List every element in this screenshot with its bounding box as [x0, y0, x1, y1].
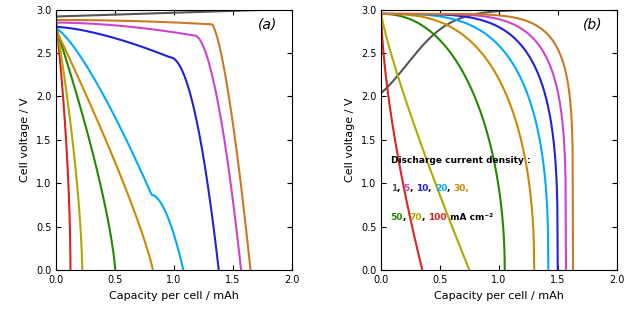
Text: ,: ,	[409, 184, 416, 193]
Y-axis label: Cell voltage / V: Cell voltage / V	[346, 98, 356, 182]
Y-axis label: Cell voltage / V: Cell voltage / V	[21, 98, 31, 182]
Text: ,: ,	[397, 184, 403, 193]
Text: 20: 20	[435, 184, 448, 193]
Text: 70: 70	[409, 213, 422, 222]
Text: 1: 1	[391, 184, 397, 193]
Text: ,: ,	[422, 213, 428, 222]
X-axis label: Capacity per cell / mAh: Capacity per cell / mAh	[434, 291, 564, 301]
X-axis label: Capacity per cell / mAh: Capacity per cell / mAh	[109, 291, 239, 301]
Text: ,: ,	[403, 213, 409, 222]
Text: ,: ,	[448, 184, 454, 193]
Text: 10: 10	[416, 184, 428, 193]
Text: (b): (b)	[583, 17, 602, 31]
Text: (a): (a)	[259, 17, 277, 31]
Text: Discharge current density :: Discharge current density :	[391, 156, 530, 165]
Text: ,: ,	[428, 184, 435, 193]
Text: 30,: 30,	[454, 184, 470, 193]
Text: 5: 5	[403, 184, 409, 193]
Text: mA cm⁻²: mA cm⁻²	[447, 213, 493, 222]
Text: 100: 100	[428, 213, 447, 222]
Text: 50: 50	[391, 213, 403, 222]
